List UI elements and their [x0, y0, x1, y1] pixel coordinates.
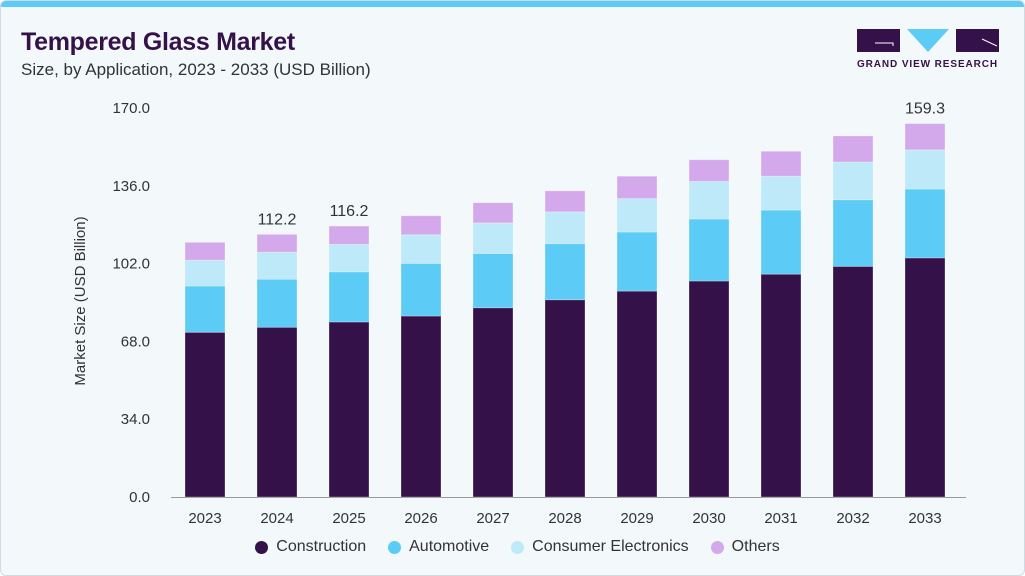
bar-segment-construction — [328, 321, 370, 498]
legend: Construction Automotive Consumer Electroni… — [1, 538, 1024, 556]
x-tick-label: 2031 — [764, 510, 797, 527]
data-label: 112.2 — [258, 211, 297, 228]
bar-segment-consumer-electronics — [904, 149, 946, 190]
data-label: 116.2 — [330, 203, 369, 220]
bar-segment-construction — [256, 326, 298, 498]
bar-segment-consumer-electronics — [760, 175, 802, 211]
legend-swatch — [255, 540, 269, 554]
bar-segment-others — [760, 150, 802, 177]
x-tick-label: 2027 — [476, 510, 509, 527]
x-tick-label: 2033 — [908, 510, 941, 527]
y-tick-label: 136.0 — [112, 178, 150, 195]
bar-segment-automotive — [256, 278, 298, 328]
x-tick-label: 2025 — [332, 510, 365, 527]
bar-segment-construction — [832, 265, 874, 498]
bar-segment-others — [184, 241, 226, 261]
bar-segment-construction — [760, 273, 802, 498]
bar-segment-automotive — [616, 231, 658, 292]
data-label: 159.3 — [905, 101, 945, 118]
x-tick-label: 2028 — [548, 510, 581, 527]
legend-swatch — [511, 540, 525, 554]
bar-segment-automotive — [328, 271, 370, 323]
bar-segment-consumer-electronics — [688, 181, 730, 220]
bar-segment-consumer-electronics — [400, 234, 442, 264]
bar-segment-automotive — [184, 285, 226, 333]
grand-view-research-logo — [857, 29, 999, 52]
bar-segment-construction — [544, 299, 586, 498]
bar-segment-automotive — [760, 209, 802, 275]
x-tick-label: 2026 — [404, 510, 437, 527]
chart-subtitle: Size, by Application, 2023 - 2033 (USD B… — [21, 60, 371, 79]
bar-segment-consumer-electronics — [472, 222, 514, 254]
chart-title: Tempered Glass Market — [21, 28, 295, 56]
bar-segment-consumer-electronics — [832, 161, 874, 201]
bar-segment-automotive — [472, 253, 514, 309]
legend-label: Consumer Electronics — [532, 538, 689, 555]
bar-segment-consumer-electronics — [544, 211, 586, 245]
legend-label: Others — [731, 538, 780, 555]
bar-segment-others — [688, 159, 730, 182]
bar-segment-construction — [688, 280, 730, 498]
bar-segment-automotive — [400, 262, 442, 317]
bar-segment-automotive — [832, 199, 874, 267]
legend-item: Automotive — [388, 538, 489, 556]
y-tick-label: 34.0 — [121, 411, 150, 428]
bar-segment-consumer-electronics — [184, 259, 226, 287]
legend-label: Construction — [276, 538, 367, 555]
bar-segment-others — [544, 190, 586, 213]
legend-label: Automotive — [409, 538, 490, 555]
bar-segment-others — [472, 202, 514, 224]
bar-segment-others — [256, 233, 298, 253]
x-tick-label: 2024 — [260, 510, 293, 527]
bar-segment-consumer-electronics — [328, 243, 370, 273]
legend-item: Construction — [255, 538, 366, 556]
legend-swatch — [388, 540, 402, 554]
bar-segment-consumer-electronics — [256, 251, 298, 280]
legend-item: Others — [710, 538, 780, 556]
bar-segment-construction — [472, 307, 514, 498]
bar-segment-others — [400, 215, 442, 236]
y-axis-label: Market Size (USD Billion) — [72, 216, 89, 385]
y-tick-label: 68.0 — [121, 333, 150, 350]
bar-segment-automotive — [904, 188, 946, 259]
logo-text: GRAND VIEW RESEARCH — [857, 59, 998, 70]
bar-segment-construction — [184, 331, 226, 498]
bar-segment-construction — [904, 257, 946, 498]
x-tick-label: 2032 — [836, 510, 869, 527]
y-tick-label: 0.0 — [129, 489, 150, 506]
x-tick-label: 2023 — [188, 510, 221, 527]
bar-segment-others — [328, 225, 370, 245]
y-tick-label: 170.0 — [112, 100, 150, 117]
bar-segment-others — [616, 175, 658, 200]
bar-segment-consumer-electronics — [616, 198, 658, 233]
bar-segment-construction — [400, 315, 442, 498]
bar-segment-automotive — [544, 243, 586, 301]
bar-segment-others — [904, 123, 946, 151]
bar-segment-construction — [616, 290, 658, 498]
x-tick-label: 2030 — [692, 510, 725, 527]
bar-segment-others — [832, 135, 874, 163]
y-tick-label: 102.0 — [112, 256, 150, 273]
x-tick-label: 2029 — [620, 510, 653, 527]
bar-segment-automotive — [688, 218, 730, 282]
top-accent-bar — [1, 1, 1024, 7]
legend-swatch — [710, 540, 724, 554]
legend-item: Consumer Electronics — [511, 538, 689, 556]
